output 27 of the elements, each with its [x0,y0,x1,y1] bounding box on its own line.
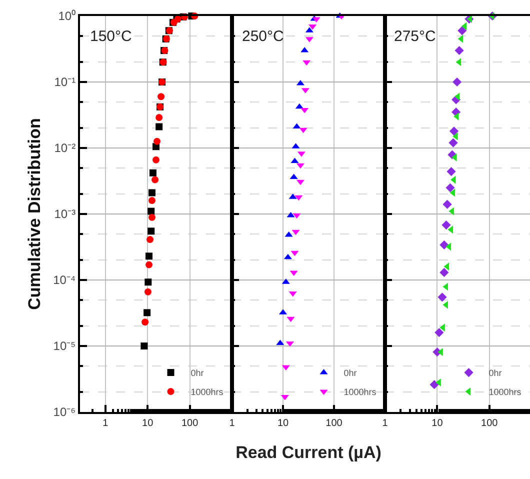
x-axis-title: Read Current (µA) [236,442,382,462]
y-tick-label: 10⁻² [54,141,76,156]
x-tick-label: 100 [481,418,498,429]
legend-label: 1000hrs [344,387,377,398]
legend-label: 1000hrs [488,387,522,398]
text: 250°C [242,28,284,45]
text: 275°C [394,28,436,45]
y-tick-label: 10⁻¹ [54,75,76,90]
y-tick-label: 10⁻⁶ [53,405,76,420]
y-tick-label: 10⁰ [58,9,76,24]
x-tick-label: 10 [277,418,289,429]
y-tick-label: 10⁻⁵ [53,339,76,354]
x-tick-label: 1 [382,418,388,429]
x-tick-label: 100 [181,418,199,429]
y-axis-title: Cumulative Distribution [25,118,44,310]
legend-label: 0hr [190,368,204,378]
x-tick-label: 1 [229,418,236,429]
x-tick-label: 1 [102,418,109,429]
y-tick-label: 10⁻³ [54,207,76,222]
legend-label: 1000hrs [190,387,224,398]
x-tick-label: 100 [326,418,343,429]
legend-label: 0hr [344,368,357,378]
x-tick-label: 10 [432,418,444,429]
y-tick-label: 10⁻⁴ [53,273,76,288]
x-tick-label: 10 [142,418,154,429]
text: 150°C [90,28,132,45]
legend-label: 0hr [488,368,502,378]
